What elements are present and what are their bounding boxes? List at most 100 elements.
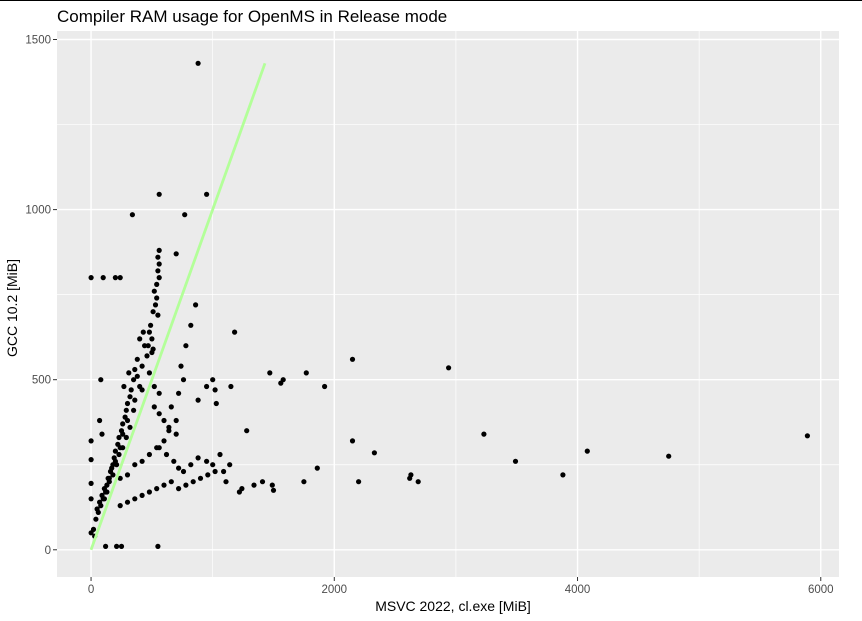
data-point: [512, 458, 519, 464]
data-point: [127, 394, 133, 400]
data-point: [100, 275, 106, 281]
y-tick-label: 500: [32, 375, 51, 387]
data-point: [149, 336, 155, 342]
data-point: [166, 424, 172, 430]
data-point: [188, 322, 194, 328]
data-point: [213, 400, 219, 407]
data-point: [156, 390, 162, 396]
data-point: [239, 486, 245, 492]
data-point: [314, 465, 320, 471]
y-axis-ticks: 0 500 1000 1500: [25, 35, 57, 557]
data-point: [88, 275, 94, 281]
data-point: [93, 516, 99, 522]
data-point: [139, 492, 145, 498]
data-point: [139, 458, 145, 464]
data-point: [269, 482, 275, 488]
data-point: [123, 434, 129, 441]
data-point: [128, 387, 134, 393]
data-point: [301, 479, 307, 485]
x-axis-ticks: 0 2000 4000 6000: [88, 577, 834, 596]
data-point: [173, 251, 179, 257]
data-point: [154, 281, 160, 287]
data-point: [356, 479, 362, 485]
data-point: [197, 475, 204, 481]
data-point: [156, 247, 162, 253]
data-point: [154, 295, 160, 301]
y-tick-label: 1000: [25, 205, 51, 217]
data-point: [98, 377, 104, 383]
data-point: [146, 329, 152, 335]
data-point: [124, 417, 131, 424]
data-point: [124, 472, 131, 478]
data-point: [132, 397, 138, 403]
data-point: [129, 212, 135, 218]
data-point: [148, 322, 154, 328]
data-point: [155, 312, 161, 318]
data-point: [134, 373, 140, 379]
data-point: [131, 377, 137, 383]
data-point: [116, 434, 122, 441]
data-point: [168, 479, 174, 485]
y-tick-label: 0: [45, 545, 51, 557]
data-point: [154, 486, 160, 492]
x-tick-label: 0: [88, 584, 94, 596]
data-point: [97, 417, 103, 424]
data-point: [155, 254, 161, 260]
data-point: [259, 479, 266, 485]
data-point: [151, 288, 157, 294]
data-point: [132, 462, 138, 468]
data-point: [121, 383, 127, 390]
data-point: [126, 370, 132, 376]
data-point: [103, 543, 109, 550]
data-point: [145, 343, 151, 349]
data-point: [90, 526, 97, 533]
data-point: [117, 275, 123, 281]
data-point: [140, 329, 146, 335]
data-point: [131, 407, 137, 413]
data-point: [163, 451, 170, 458]
data-point: [280, 377, 286, 383]
data-point: [212, 468, 218, 475]
data-point: [146, 451, 152, 458]
data-point: [228, 383, 234, 390]
data-point: [161, 482, 167, 488]
data-point: [560, 472, 566, 478]
data-point: [183, 482, 189, 488]
data-point: [221, 468, 227, 475]
grid-major: [57, 31, 839, 577]
data-point: [371, 450, 377, 456]
data-point: [132, 496, 138, 502]
data-point: [195, 397, 201, 403]
data-point: [106, 479, 112, 485]
data-point: [151, 383, 157, 390]
data-point: [584, 448, 590, 454]
data-point: [155, 268, 161, 274]
data-point: [267, 370, 273, 376]
data-point: [349, 356, 356, 362]
data-point: [156, 261, 162, 267]
data-point: [112, 448, 118, 454]
data-point: [151, 404, 157, 410]
data-point: [99, 431, 105, 437]
grid-minor: [57, 31, 839, 577]
data-point: [204, 458, 210, 464]
top-rule: [0, 0, 862, 1]
data-point: [408, 472, 414, 478]
data-point: [132, 366, 138, 373]
data-point: [120, 421, 126, 427]
data-point: [173, 431, 179, 437]
data-point: [117, 503, 123, 509]
data-point: [146, 489, 152, 495]
data-point: [101, 496, 107, 502]
data-point: [415, 479, 421, 485]
data-point: [804, 433, 811, 439]
data-point: [124, 400, 131, 407]
data-point: [210, 377, 216, 383]
data-point: [88, 457, 94, 463]
x-tick-label: 6000: [808, 584, 834, 596]
data-point: [251, 482, 257, 488]
data-point: [117, 475, 123, 481]
data-point: [161, 417, 167, 424]
data-point: [156, 445, 162, 451]
